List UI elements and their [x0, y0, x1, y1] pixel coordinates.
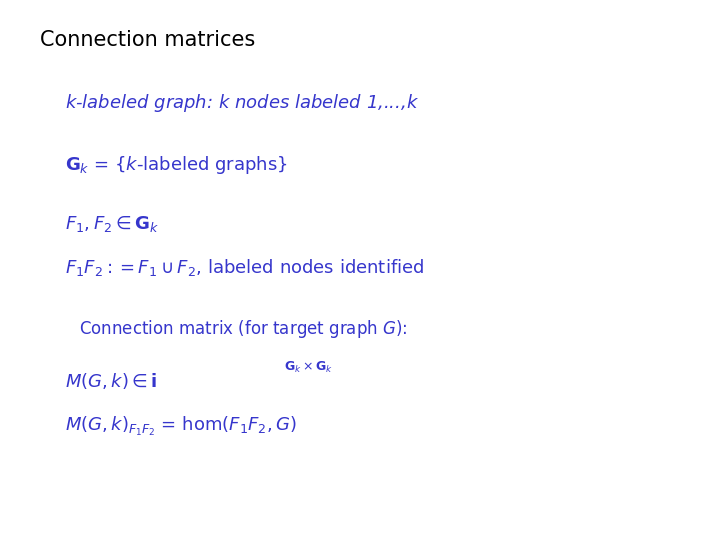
- Text: $\mathbf{G}_k$ = {$k$-labeled graphs}: $\mathbf{G}_k$ = {$k$-labeled graphs}: [65, 154, 287, 176]
- Text: $M(G,k) \in \mathbf{i}$: $M(G,k) \in \mathbf{i}$: [65, 370, 157, 391]
- Text: $F_1F_2 := F_1 \cup F_2$, labeled nodes identified: $F_1F_2 := F_1 \cup F_2$, labeled nodes …: [65, 257, 424, 278]
- Text: Connection matrix (for target graph $G$):: Connection matrix (for target graph $G$)…: [79, 319, 408, 340]
- Text: $k$-labeled graph: $k$ nodes labeled 1,...,$k$: $k$-labeled graph: $k$ nodes labeled 1,.…: [65, 92, 419, 113]
- Text: $\mathbf{G}_k\times\mathbf{G}_k$: $\mathbf{G}_k\times\mathbf{G}_k$: [284, 360, 333, 375]
- Text: $F_1, F_2 \in \mathbf{G}_k$: $F_1, F_2 \in \mathbf{G}_k$: [65, 214, 159, 234]
- Text: $M(G,k)_{F_1F_2}$ = hom$(F_1F_2, G)$: $M(G,k)_{F_1F_2}$ = hom$(F_1F_2, G)$: [65, 415, 297, 438]
- Text: Connection matrices: Connection matrices: [40, 30, 255, 50]
